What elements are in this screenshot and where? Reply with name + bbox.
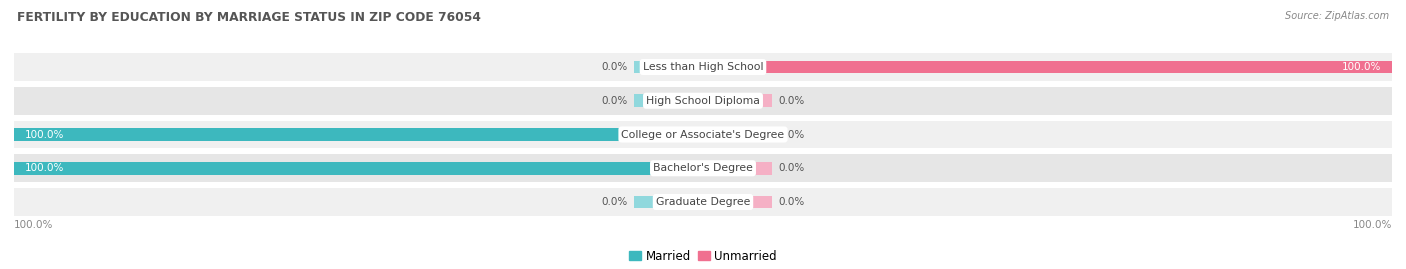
- Text: 0.0%: 0.0%: [779, 197, 806, 207]
- Bar: [703, 196, 772, 208]
- Legend: Married, Unmarried: Married, Unmarried: [628, 250, 778, 263]
- Text: 100.0%: 100.0%: [1343, 62, 1382, 72]
- Text: 100.0%: 100.0%: [24, 129, 63, 140]
- Bar: [634, 94, 703, 107]
- Text: College or Associate's Degree: College or Associate's Degree: [621, 129, 785, 140]
- Bar: [634, 61, 703, 73]
- Text: 0.0%: 0.0%: [600, 197, 627, 207]
- Bar: [14, 87, 1392, 115]
- Bar: [14, 53, 1392, 81]
- Text: 0.0%: 0.0%: [779, 163, 806, 173]
- Text: 100.0%: 100.0%: [14, 220, 53, 230]
- Bar: [14, 121, 1392, 148]
- Bar: [703, 94, 772, 107]
- Bar: [703, 162, 772, 175]
- Text: Bachelor's Degree: Bachelor's Degree: [652, 163, 754, 173]
- Text: 0.0%: 0.0%: [600, 96, 627, 106]
- Bar: [703, 128, 772, 141]
- Bar: [14, 154, 1392, 182]
- Text: Graduate Degree: Graduate Degree: [655, 197, 751, 207]
- Text: 0.0%: 0.0%: [779, 96, 806, 106]
- Bar: [703, 61, 1392, 73]
- Bar: [634, 196, 703, 208]
- Text: 0.0%: 0.0%: [779, 129, 806, 140]
- Text: Less than High School: Less than High School: [643, 62, 763, 72]
- Text: Source: ZipAtlas.com: Source: ZipAtlas.com: [1285, 11, 1389, 21]
- Bar: [14, 162, 703, 175]
- Text: FERTILITY BY EDUCATION BY MARRIAGE STATUS IN ZIP CODE 76054: FERTILITY BY EDUCATION BY MARRIAGE STATU…: [17, 11, 481, 24]
- Text: 100.0%: 100.0%: [1353, 220, 1392, 230]
- Bar: [14, 188, 1392, 216]
- Text: 0.0%: 0.0%: [600, 62, 627, 72]
- Bar: [14, 128, 703, 141]
- Text: 100.0%: 100.0%: [24, 163, 63, 173]
- Text: High School Diploma: High School Diploma: [647, 96, 759, 106]
